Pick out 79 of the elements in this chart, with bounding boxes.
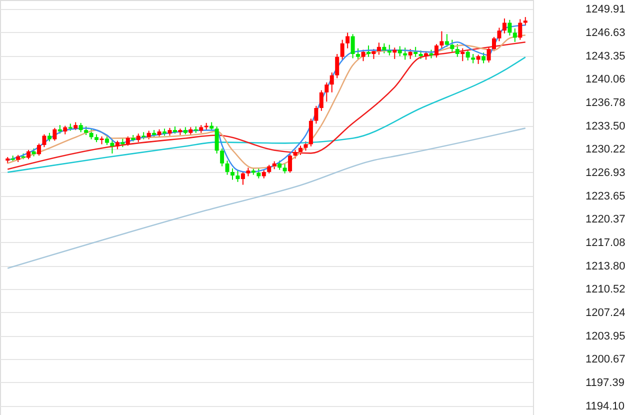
candlestick	[466, 49, 470, 61]
y-tick-label: 1197.39	[586, 376, 624, 389]
candlestick	[450, 39, 454, 52]
candlestick	[486, 46, 491, 64]
candlestick	[471, 54, 476, 64]
candlestick	[361, 49, 366, 62]
y-tick-label: 1200.67	[586, 354, 625, 366]
y-tick-label: 1213.80	[586, 260, 625, 272]
candlestick	[366, 44, 370, 58]
candlestick	[52, 127, 57, 142]
line-series	[6, 128, 526, 269]
candlestick	[403, 47, 408, 60]
y-tick-label: 1203.95	[586, 330, 625, 342]
candlestick	[319, 90, 324, 112]
candlestick	[382, 42, 386, 54]
candlestick	[214, 126, 219, 154]
candlestick	[350, 34, 355, 59]
candlestick	[408, 48, 412, 60]
candlestick	[314, 105, 318, 124]
candlestick	[512, 28, 517, 42]
candlestick	[444, 34, 449, 48]
y-tick-label: 1246.63	[586, 26, 625, 39]
candlestick	[288, 154, 292, 174]
y-tick-label: 1243.35	[586, 50, 625, 62]
candlestick	[308, 118, 313, 147]
candlestick	[298, 145, 302, 156]
candlestick	[398, 46, 402, 57]
candlestick	[508, 19, 512, 36]
candlestick	[110, 138, 114, 154]
y-tick-label: 1236.78	[586, 96, 625, 109]
y-tick-label: 1220.37	[586, 214, 625, 226]
y-tick-label: 1233.50	[586, 120, 625, 132]
candlestick	[225, 160, 230, 176]
candlestick	[340, 39, 344, 60]
candlestick	[324, 82, 329, 102]
candlestick	[376, 42, 381, 56]
candlestick	[42, 134, 46, 148]
candlestick	[387, 44, 392, 56]
y-tick-label: 1223.65	[586, 190, 625, 202]
candlestick	[120, 137, 125, 148]
candlestick	[278, 160, 282, 170]
candlestick	[476, 54, 480, 64]
candlestick	[460, 48, 465, 62]
candlestick	[482, 52, 486, 64]
candlestick	[372, 48, 376, 60]
candlestick	[392, 47, 397, 60]
candlestick	[440, 30, 444, 49]
candlestick	[220, 148, 224, 167]
candlestick	[356, 48, 360, 60]
candlestick	[502, 18, 506, 34]
candlestick	[304, 140, 308, 152]
candlestick	[236, 170, 240, 182]
y-tick-label: 1194.10	[586, 400, 624, 412]
candlestick	[497, 27, 502, 42]
y-tick-label: 1207.24	[586, 306, 625, 319]
y-tick-label: 1240.06	[586, 74, 625, 86]
y-tick-label: 1249.91	[586, 4, 625, 16]
candlestick	[414, 46, 418, 58]
y-tick-label: 1226.93	[586, 166, 625, 179]
candlestick	[104, 135, 109, 146]
candlestick	[256, 168, 261, 179]
candlestick	[240, 171, 245, 186]
y-tick-label: 1230.22	[586, 144, 625, 156]
candlestick	[518, 18, 522, 40]
candlestick	[36, 143, 41, 156]
candlestick	[230, 168, 235, 180]
candlestick	[346, 32, 350, 49]
candlestick	[78, 122, 83, 133]
candlestick	[330, 72, 334, 93]
candlestick	[492, 36, 496, 52]
candlestick	[89, 128, 94, 140]
candlestick	[335, 54, 340, 79]
candlestick	[282, 162, 287, 174]
candlestick	[26, 149, 31, 160]
y-tick-label: 1217.08	[586, 236, 625, 249]
candlestick	[126, 136, 130, 146]
candlestick	[434, 44, 438, 58]
candlestick	[455, 44, 460, 58]
y-tick-label: 1210.52	[586, 284, 625, 296]
